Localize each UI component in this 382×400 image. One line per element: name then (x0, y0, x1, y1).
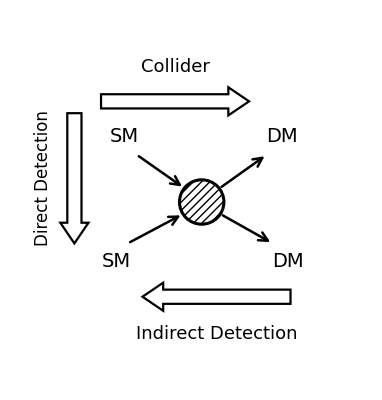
Text: Collider: Collider (141, 58, 209, 76)
Text: SM: SM (101, 252, 130, 271)
Text: SM: SM (110, 127, 139, 146)
FancyArrow shape (101, 87, 249, 116)
Text: DM: DM (272, 252, 303, 271)
Circle shape (180, 180, 224, 224)
Text: Indirect Detection: Indirect Detection (136, 325, 297, 343)
Text: DM: DM (266, 127, 298, 146)
Text: Direct Detection: Direct Detection (34, 110, 52, 246)
FancyArrow shape (60, 113, 89, 244)
FancyArrow shape (142, 283, 290, 311)
